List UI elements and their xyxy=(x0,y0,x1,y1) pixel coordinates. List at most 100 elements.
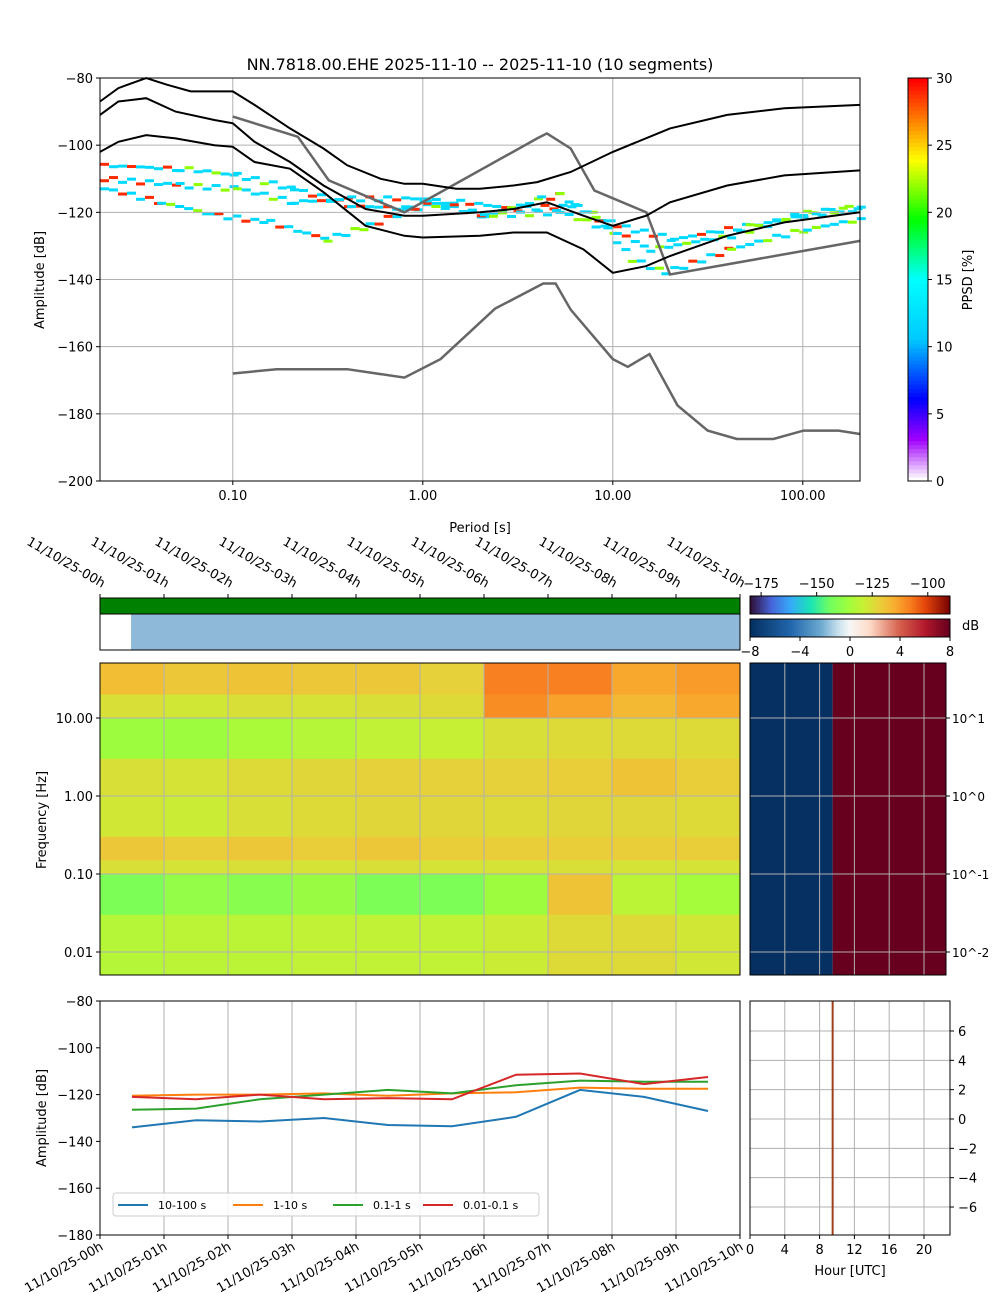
ppsd-cell xyxy=(277,186,287,190)
y-axis-label: Amplitude [dB] xyxy=(33,231,48,329)
db-colorbar-segment xyxy=(948,596,951,614)
ppsd-cell xyxy=(266,218,276,222)
ppsd-cell xyxy=(341,233,351,237)
ppsd-cell xyxy=(286,185,296,189)
rel-colorbar-segment xyxy=(924,619,927,637)
rel-colorbar-tick-label: −4 xyxy=(790,645,809,660)
ppsd-cell xyxy=(440,206,450,210)
colorbar-segment xyxy=(908,94,928,99)
ppsd-cell xyxy=(799,213,809,217)
ppsd-cell xyxy=(525,214,534,218)
colorbar-segment xyxy=(908,472,928,478)
spectrogram-cell xyxy=(292,874,357,916)
rel-colorbar-segment xyxy=(946,619,949,637)
spectrogram-cell xyxy=(292,758,357,797)
db-colorbar-segment xyxy=(896,596,899,614)
rel-colorbar-segment xyxy=(808,619,811,637)
ppsd-cell xyxy=(657,232,667,236)
data-availability-bar xyxy=(100,598,740,614)
spectrogram-cell xyxy=(228,718,293,760)
chart-title: NN.7818.00.EHE 2025-11-10 -- 2025-11-10 … xyxy=(247,55,714,74)
ppsd-cell xyxy=(639,228,649,232)
spectrogram-cell xyxy=(484,860,549,875)
spectrogram-cell xyxy=(420,718,485,760)
ppsd-cell xyxy=(326,198,335,202)
ppsd-cell xyxy=(534,209,543,213)
spectrogram-cell xyxy=(420,874,485,916)
ppsd-cell xyxy=(474,201,484,205)
db-colorbar-segment xyxy=(880,596,883,614)
colorbar-segment xyxy=(908,247,928,252)
db-colorbar-segment xyxy=(938,596,941,614)
colorbar-segment xyxy=(908,444,928,450)
ppsd-cell xyxy=(214,212,224,216)
relative-frame xyxy=(749,662,947,976)
rel-colorbar-segment xyxy=(762,619,765,637)
rel-colorbar-segment xyxy=(900,619,903,637)
rel-colorbar-segment xyxy=(908,619,911,637)
spectrogram-cell xyxy=(420,796,485,838)
rel-colorbar-segment xyxy=(788,619,791,637)
colorbar-segment xyxy=(908,436,928,442)
colorbar-segment xyxy=(908,372,928,377)
colorbar-segment xyxy=(908,283,928,289)
ppsd-cell xyxy=(229,173,239,177)
ppsd-cell xyxy=(293,229,303,233)
ppsd-cell xyxy=(573,203,583,207)
ppsd-cell xyxy=(534,197,543,201)
y-tick-label: −2 xyxy=(958,1142,977,1157)
ppsd-cell xyxy=(772,233,782,237)
ppsd-cell xyxy=(193,170,203,174)
ppsd-cell xyxy=(250,176,260,180)
spectrogram-cell xyxy=(548,663,613,696)
rel-colorbar-segment xyxy=(880,619,883,637)
y-tick-label: 0.10 xyxy=(64,868,93,883)
colorbar-segment xyxy=(908,404,928,409)
spectrogram-cell xyxy=(420,663,485,696)
ppsd-cell xyxy=(145,165,154,169)
ppsd-cell xyxy=(552,208,561,212)
spectrogram-cell xyxy=(164,796,229,838)
ppsd-cell xyxy=(567,205,577,209)
ppsd-cell xyxy=(639,244,649,248)
colorbar-segment xyxy=(908,110,928,115)
ppsd-cell xyxy=(431,198,441,202)
rel-colorbar-segment xyxy=(782,619,785,637)
ppsd-cell xyxy=(621,224,631,228)
spectrogram-cell xyxy=(164,836,229,861)
colorbar-segment xyxy=(908,348,928,353)
spectrogram-cell xyxy=(228,796,293,838)
spectrogram-cell xyxy=(292,796,357,838)
spectrogram-cell xyxy=(356,694,421,719)
legend-label: 10-100 s xyxy=(158,1199,206,1212)
colorbar-segment xyxy=(908,331,928,337)
spectrogram-cell xyxy=(356,718,421,760)
db-colorbar-segment xyxy=(810,596,813,614)
rel-colorbar-segment xyxy=(920,619,923,637)
spectrogram-cell xyxy=(484,836,549,861)
colorbar-segment xyxy=(908,343,928,349)
db-colorbar-segment xyxy=(832,596,835,614)
ppsd-cell xyxy=(193,183,203,187)
db-colorbar-segment xyxy=(936,596,939,614)
rel-colorbar-tick-label: −8 xyxy=(740,645,759,660)
ppsd-cell xyxy=(549,207,559,211)
db-colorbar-segment xyxy=(822,596,825,614)
rel-colorbar-segment xyxy=(934,619,937,637)
spectrogram-cell xyxy=(484,874,549,916)
ppsd-cell xyxy=(449,201,459,205)
ppsd-cell xyxy=(682,241,692,245)
ppsd-cell xyxy=(724,226,733,230)
ppsd-cell xyxy=(109,188,118,192)
rel-colorbar-segment xyxy=(784,619,787,637)
spectrogram-cell xyxy=(100,718,165,760)
colorbar-segment xyxy=(908,210,928,216)
ppsd-cell xyxy=(700,237,710,241)
ppsd-cell xyxy=(781,219,791,223)
ppsd-cell xyxy=(359,228,369,232)
ppsd-cell xyxy=(202,212,212,216)
ppsd-cell xyxy=(404,205,414,209)
colorbar-segment xyxy=(908,392,928,397)
plot-frame xyxy=(749,1000,951,1236)
db-colorbar-segment xyxy=(912,596,915,614)
